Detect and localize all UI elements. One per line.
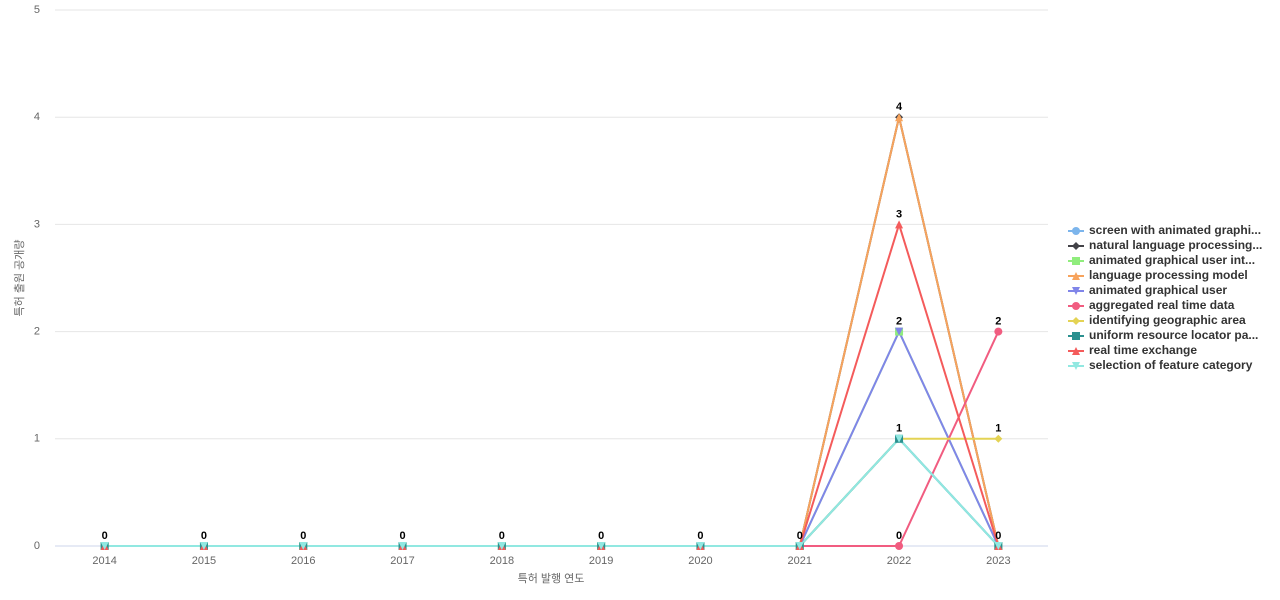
legend-item[interactable]: uniform resource locator pa...: [1068, 328, 1258, 342]
marker: [1072, 332, 1080, 340]
data-label: 0: [300, 530, 306, 542]
y-tick-label: 4: [34, 111, 40, 123]
data-label: 0: [697, 530, 703, 542]
marker: [597, 542, 606, 550]
y-tick-label: 2: [34, 326, 40, 338]
legend-label: selection of feature category: [1089, 358, 1253, 372]
data-label: 0: [201, 530, 207, 542]
marker: [895, 434, 904, 443]
data-label: 0: [399, 530, 405, 542]
data-label: 0: [797, 530, 803, 542]
series-line: [104, 437, 1000, 547]
data-label: 0: [598, 530, 604, 542]
legend-label: language processing model: [1089, 268, 1248, 282]
legend-item[interactable]: natural language processing...: [1068, 238, 1262, 252]
legend-label: aggregated real time data: [1089, 298, 1235, 312]
marker: [199, 542, 208, 550]
marker: [994, 327, 1003, 336]
data-label: 0: [102, 530, 108, 542]
legend-label: screen with animated graphi...: [1089, 223, 1261, 237]
y-tick-label: 5: [34, 4, 40, 16]
series-line: [104, 221, 1000, 547]
legend-item[interactable]: real time exchange: [1068, 343, 1197, 357]
legend-label: animated graphical user: [1089, 283, 1227, 297]
x-tick-label: 2018: [490, 555, 514, 567]
data-label: 0: [995, 530, 1001, 542]
legend-item[interactable]: aggregated real time data: [1068, 298, 1235, 312]
y-tick-label: 1: [34, 433, 40, 445]
marker: [1072, 347, 1080, 355]
y-tick-label: 3: [34, 218, 40, 230]
marker: [299, 542, 308, 550]
marker: [994, 434, 1003, 443]
data-label: 2: [896, 316, 902, 328]
marker: [1072, 287, 1080, 295]
x-axis-title: 특허 발행 연도: [518, 572, 585, 585]
marker: [497, 542, 506, 550]
x-tick-label: 2021: [788, 555, 812, 567]
marker: [696, 542, 705, 550]
legend-item[interactable]: language processing model: [1068, 268, 1248, 282]
x-tick-label: 2016: [291, 555, 315, 567]
legend-item[interactable]: screen with animated graphi...: [1068, 223, 1261, 237]
x-tick-label: 2017: [390, 555, 414, 567]
marker: [895, 542, 904, 550]
marker: [895, 220, 904, 229]
data-label: 1: [995, 423, 1001, 435]
legend-label: animated graphical user int...: [1089, 253, 1255, 267]
marker: [1072, 362, 1080, 370]
marker: [1072, 317, 1080, 325]
data-label: 1: [896, 423, 902, 435]
marker: [1072, 227, 1080, 235]
marker: [895, 113, 904, 122]
legend-item[interactable]: animated graphical user int...: [1068, 253, 1255, 267]
legend-label: uniform resource locator pa...: [1089, 328, 1258, 342]
data-label: 3: [896, 208, 902, 220]
x-tick-label: 2019: [589, 555, 613, 567]
legend-item[interactable]: selection of feature category: [1068, 358, 1253, 372]
legend-item[interactable]: identifying geographic area: [1068, 313, 1246, 327]
marker: [1072, 302, 1080, 310]
x-tick-label: 2022: [887, 555, 911, 567]
y-tick-label: 0: [34, 540, 40, 552]
marker: [994, 542, 1003, 550]
legend-label: identifying geographic area: [1089, 313, 1246, 327]
x-tick-label: 2020: [688, 555, 712, 567]
marker: [1072, 272, 1080, 280]
x-tick-label: 2014: [92, 555, 116, 567]
marker: [398, 542, 407, 550]
marker: [1072, 257, 1080, 265]
data-label: 4: [896, 101, 903, 113]
legend-label: real time exchange: [1089, 343, 1197, 357]
x-tick-label: 2015: [192, 555, 216, 567]
marker: [895, 327, 904, 336]
series-line: [104, 437, 999, 547]
data-label: 0: [896, 530, 902, 542]
data-label: 2: [995, 316, 1001, 328]
marker: [100, 542, 109, 550]
legend-item[interactable]: animated graphical user: [1068, 283, 1227, 297]
marker: [795, 542, 804, 550]
marker: [1072, 242, 1080, 250]
x-tick-label: 2023: [986, 555, 1010, 567]
data-label: 0: [499, 530, 505, 542]
legend-label: natural language processing...: [1089, 238, 1262, 252]
series-line: [104, 437, 1000, 547]
y-axis-title: 특허 출원 공개량: [13, 240, 26, 317]
series-line: [104, 437, 1000, 547]
